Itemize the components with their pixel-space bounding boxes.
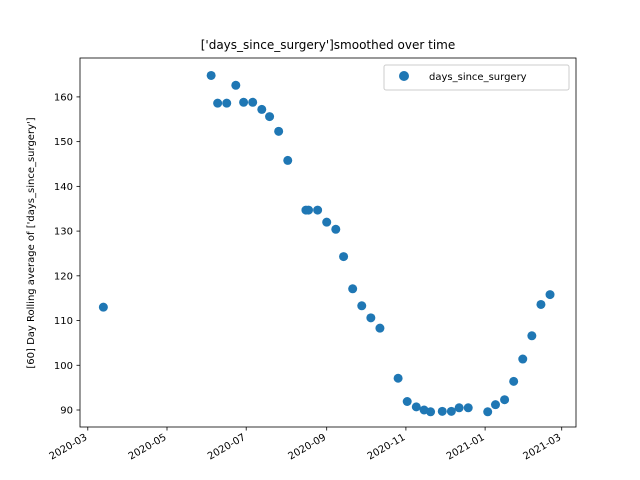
data-point	[463, 403, 473, 413]
y-tick-label: 100	[54, 361, 73, 372]
data-point	[518, 354, 528, 364]
data-point	[509, 376, 519, 386]
data-point	[239, 97, 249, 107]
data-point	[437, 406, 447, 416]
plot-frame	[79, 57, 577, 428]
data-point	[257, 104, 267, 114]
data-point	[98, 302, 108, 312]
data-point	[304, 205, 314, 215]
data-point	[357, 301, 367, 311]
data-point	[375, 323, 385, 333]
data-point	[339, 252, 349, 262]
data-point	[222, 98, 232, 108]
data-point	[283, 155, 293, 165]
y-axis-title: [60] Day Rolling average of ['days_since…	[26, 117, 37, 368]
legend-label: days_since_surgery	[429, 72, 527, 83]
data-point	[411, 402, 421, 412]
data-point	[231, 80, 241, 90]
data-point	[213, 98, 223, 108]
data-point	[527, 331, 537, 341]
data-point	[446, 406, 456, 416]
data-point	[393, 373, 403, 383]
data-point	[322, 217, 332, 227]
legend-box	[383, 64, 570, 91]
data-point	[248, 97, 258, 107]
legend-marker	[399, 71, 409, 81]
data-point	[545, 290, 555, 300]
legend: days_since_surgery	[383, 64, 570, 91]
y-tick-label: 160	[54, 92, 73, 103]
data-point	[366, 313, 376, 323]
y-tick-label: 120	[54, 271, 73, 282]
data-point	[265, 112, 275, 122]
y-tick-label: 140	[54, 182, 73, 193]
data-point	[206, 70, 216, 80]
y-tick-label: 130	[54, 227, 73, 238]
chart-title: ['days_since_surgery']smoothed over time	[201, 38, 456, 52]
data-point	[500, 395, 510, 405]
data-point	[426, 407, 436, 417]
data-point	[274, 126, 284, 136]
data-point	[483, 407, 493, 417]
y-tick-label: 150	[54, 137, 73, 148]
data-points	[98, 70, 555, 417]
data-point	[536, 299, 546, 309]
data-point	[490, 400, 500, 410]
y-tick-label: 90	[60, 406, 73, 417]
data-point	[313, 205, 323, 215]
data-point	[348, 284, 358, 294]
data-point	[402, 397, 412, 407]
y-axis: 90 100 110 120 130 140 150 160	[54, 92, 80, 417]
data-point	[331, 224, 341, 234]
data-point	[454, 403, 464, 413]
y-tick-label: 110	[54, 316, 73, 327]
